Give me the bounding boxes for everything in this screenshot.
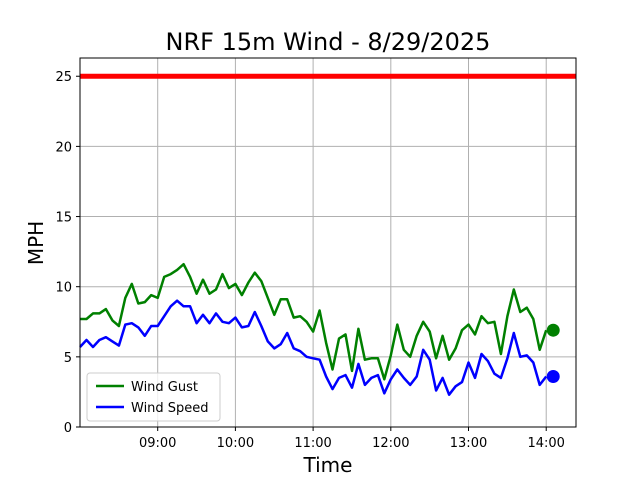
x-tick-label: 11:00 bbox=[294, 436, 331, 451]
x-axis-label: Time bbox=[303, 453, 353, 477]
y-tick-label: 20 bbox=[55, 140, 72, 155]
current-marker-wind-gust bbox=[546, 323, 560, 337]
series-lines bbox=[79, 262, 548, 396]
legend-label-wind-speed: Wind Speed bbox=[131, 401, 209, 416]
series-line-wind-speed bbox=[79, 299, 548, 396]
y-tick-label: 15 bbox=[55, 211, 72, 226]
current-marker-wind-speed bbox=[546, 369, 560, 383]
grid bbox=[80, 58, 576, 428]
x-tick-label: 09:00 bbox=[139, 436, 176, 451]
legend: Wind Gust Wind Speed bbox=[86, 372, 221, 422]
plot-area bbox=[79, 57, 577, 428]
y-tick-label: 0 bbox=[64, 421, 72, 436]
current-markers bbox=[546, 323, 560, 383]
x-axis-ticks: 09:00 10:00 11:00 12:00 13:00 14:00 bbox=[139, 427, 565, 451]
x-tick-label: 10:00 bbox=[217, 436, 254, 451]
x-tick-label: 12:00 bbox=[372, 436, 409, 451]
chart-title: NRF 15m Wind - 8/29/2025 bbox=[166, 28, 491, 56]
plot-frame bbox=[79, 57, 577, 428]
x-tick-label: 14:00 bbox=[527, 436, 564, 451]
y-axis-label: MPH bbox=[24, 221, 48, 265]
legend-label-wind-gust: Wind Gust bbox=[131, 380, 198, 395]
x-tick-label: 13:00 bbox=[450, 436, 487, 451]
y-tick-label: 10 bbox=[55, 281, 72, 296]
y-axis-ticks: 0 5 10 15 20 25 bbox=[55, 70, 80, 436]
series-line-wind-gust bbox=[80, 262, 548, 381]
y-tick-label: 25 bbox=[55, 70, 72, 85]
y-tick-label: 5 bbox=[64, 351, 72, 366]
